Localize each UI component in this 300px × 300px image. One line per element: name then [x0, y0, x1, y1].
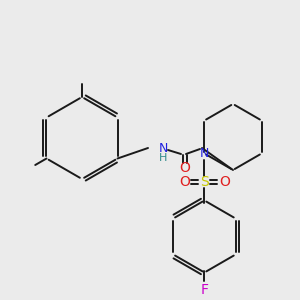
Text: S: S: [200, 175, 209, 188]
Text: O: O: [180, 161, 190, 175]
Text: O: O: [219, 175, 230, 188]
Text: F: F: [200, 283, 208, 296]
Text: N: N: [200, 147, 209, 160]
Text: H: H: [159, 153, 167, 163]
Text: O: O: [179, 175, 190, 188]
Text: N: N: [158, 142, 168, 154]
